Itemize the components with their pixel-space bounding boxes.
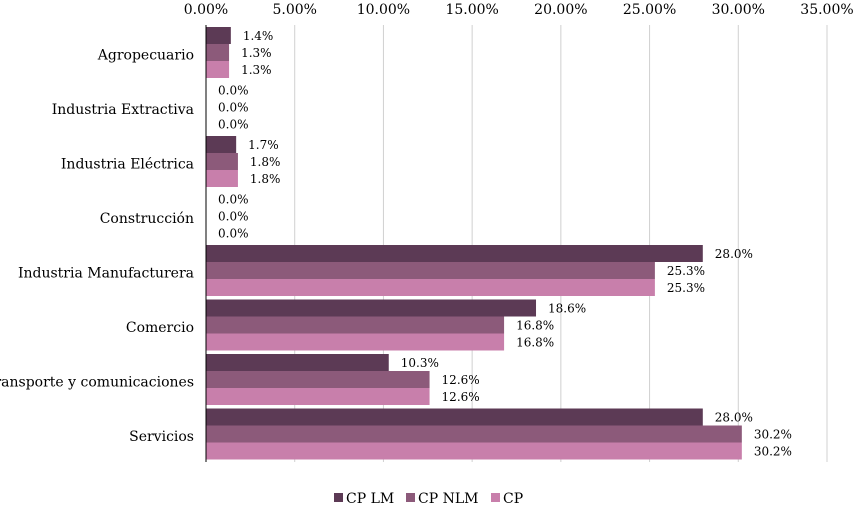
bar	[206, 442, 742, 460]
x-tick-label: 30.00%	[712, 2, 765, 18]
bar	[206, 333, 505, 351]
bar	[206, 299, 537, 317]
data-label: 1.4%	[243, 29, 274, 43]
data-label: 28.0%	[715, 411, 753, 425]
bar	[206, 408, 703, 426]
data-label: 0.0%	[218, 84, 249, 98]
data-label: 0.0%	[218, 193, 249, 207]
data-label: 0.0%	[218, 118, 249, 132]
bar	[206, 262, 655, 279]
data-label: 28.0%	[715, 247, 753, 261]
category-label: Comercio	[126, 320, 194, 336]
data-label: 1.7%	[248, 138, 278, 152]
x-tick-label: 35.00%	[800, 2, 853, 18]
category-label: Transporte y comunicaciones	[0, 374, 194, 390]
bar	[206, 279, 655, 296]
category-label: Industria Manufacturera	[18, 265, 194, 281]
legend-swatch	[334, 493, 343, 502]
x-tick-label: 10.00%	[357, 2, 410, 18]
bar	[206, 170, 238, 187]
data-label: 25.3%	[667, 281, 705, 295]
bar	[206, 371, 430, 388]
data-label: 0.0%	[218, 101, 249, 115]
bar	[206, 27, 231, 44]
data-label: 1.3%	[241, 63, 272, 77]
x-tick-label: 0.00%	[184, 2, 228, 18]
data-label: 0.0%	[218, 227, 249, 241]
x-tick-label: 5.00%	[272, 2, 316, 18]
bar	[206, 316, 505, 334]
category-label: Servicios	[129, 429, 194, 445]
data-label: 25.3%	[667, 264, 705, 278]
bar	[206, 136, 237, 153]
bar	[206, 425, 742, 443]
data-label: 0.0%	[218, 210, 249, 224]
legend-swatch	[491, 493, 500, 502]
bar	[206, 153, 238, 170]
bar	[206, 354, 389, 371]
data-label: 30.2%	[754, 445, 792, 459]
data-label: 1.8%	[250, 172, 280, 186]
data-label: 12.6%	[442, 373, 480, 387]
category-label: Agropecuario	[97, 47, 194, 63]
legend-label: CP	[503, 491, 523, 505]
data-label: 1.8%	[250, 155, 280, 169]
data-label: 10.3%	[401, 356, 439, 370]
legend-label: CP NLM	[418, 491, 478, 505]
bar	[206, 388, 430, 405]
x-tick-label: 15.00%	[445, 2, 498, 18]
bar	[206, 44, 230, 61]
data-label: 16.8%	[516, 319, 554, 333]
data-label: 18.6%	[548, 302, 586, 316]
category-label: Construcción	[100, 211, 194, 227]
legend-swatch	[406, 493, 415, 502]
x-tick-label: 20.00%	[534, 2, 587, 18]
data-label: 12.6%	[442, 390, 480, 404]
bar	[206, 245, 703, 262]
bar	[206, 61, 230, 78]
legend-label: CP LM	[346, 491, 394, 505]
category-label: Industria Eléctrica	[61, 156, 194, 172]
data-label: 16.8%	[516, 336, 554, 350]
x-tick-label: 25.00%	[623, 2, 676, 18]
data-label: 30.2%	[754, 428, 792, 442]
category-label: Industria Extractiva	[52, 102, 194, 118]
data-label: 1.3%	[241, 46, 272, 60]
